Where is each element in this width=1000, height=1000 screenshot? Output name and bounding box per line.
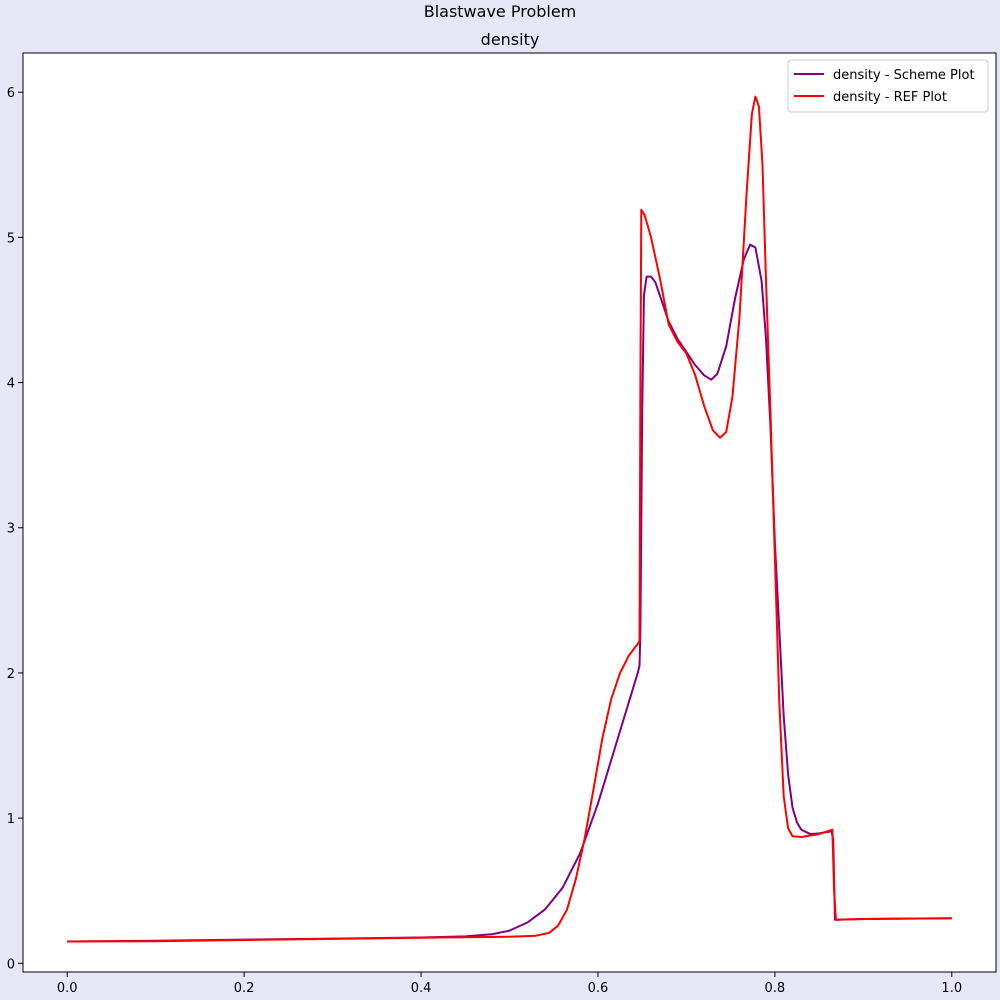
legend-label-scheme: density - Scheme Plot [833,68,975,83]
x-tick-label: 0.6 [588,981,609,996]
plot-area [67,95,952,943]
y-axis: 0 1 2 3 4 5 6 [7,86,23,972]
y-tick-label: 4 [7,377,15,392]
x-tick-label: 0.0 [57,981,78,996]
y-tick-label: 5 [7,231,15,246]
legend-label-ref: density - REF Plot [833,90,947,105]
y-tick-label: 2 [7,667,15,682]
y-tick-label: 6 [7,86,15,101]
axes-frame [23,53,996,972]
axes-border [22,52,997,973]
y-tick-label: 3 [7,522,15,537]
x-tick-label: 0.2 [234,981,255,996]
y-tick-label: 1 [7,812,15,827]
series-line-ref [67,95,952,943]
chart-title: density [481,30,540,49]
figure-suptitle: Blastwave Problem [423,2,577,21]
series-line-scheme [67,243,952,943]
y-tick-label: 0 [7,957,15,972]
legend-box [787,59,989,113]
x-tick-label: 0.4 [411,981,432,996]
legend: density - Scheme Plot density - REF Plot [787,59,989,113]
x-tick-label: 0.8 [765,981,786,996]
x-tick-label: 1.0 [941,981,962,996]
x-axis: 0.0 0.2 0.4 0.6 0.8 1.0 [57,972,962,996]
